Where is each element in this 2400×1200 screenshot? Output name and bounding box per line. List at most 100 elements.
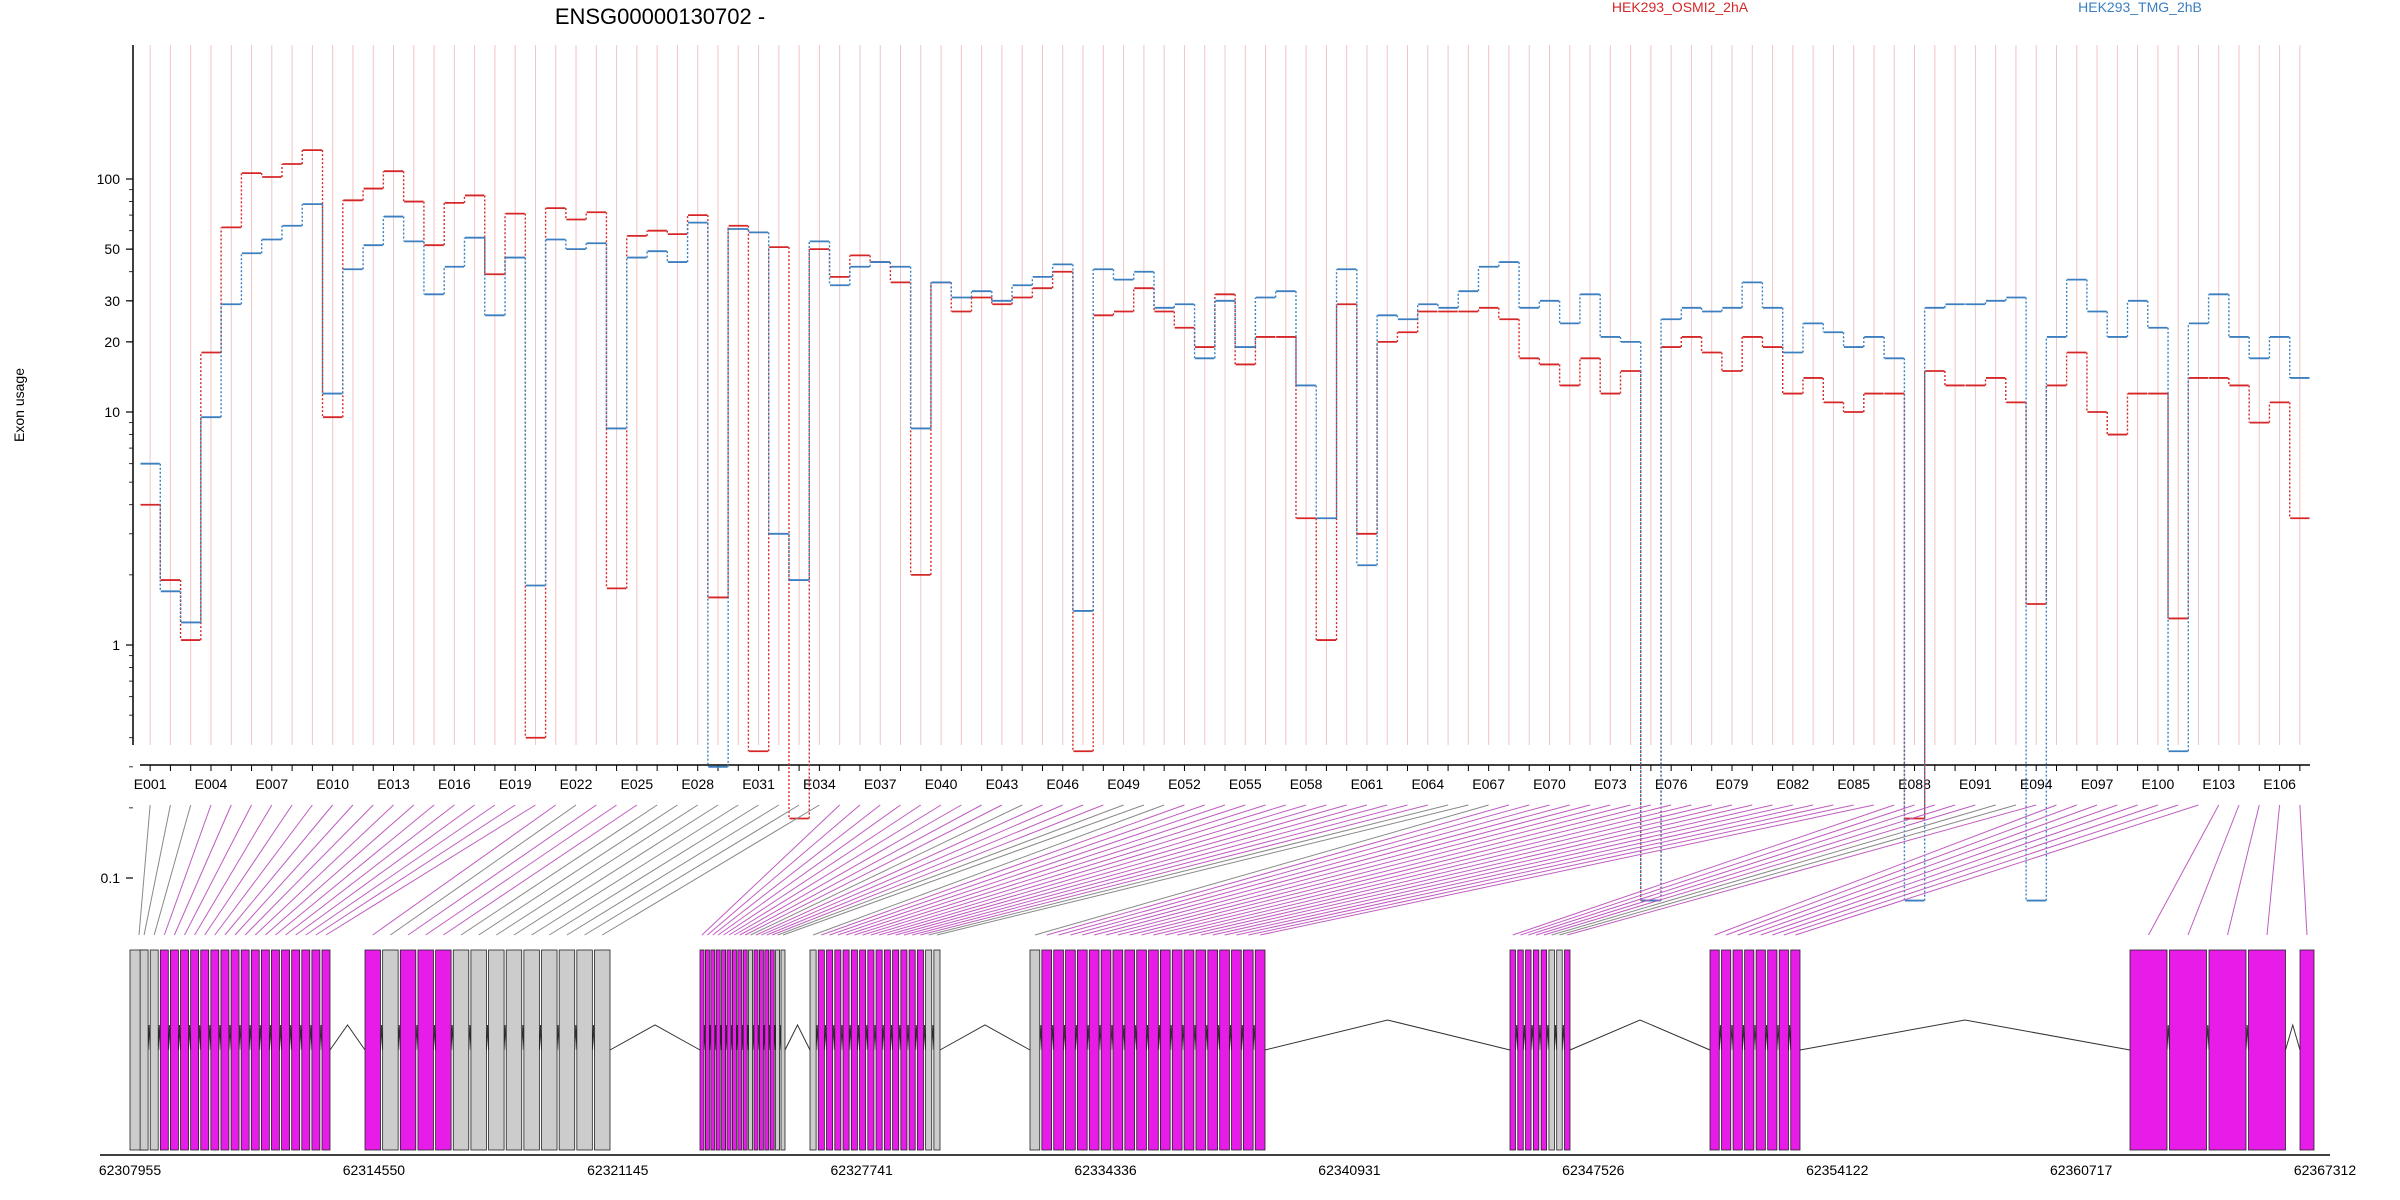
exon-block [291, 949, 301, 1151]
exon-connector [777, 804, 1124, 936]
exon-connector [845, 804, 1246, 936]
exon-block [1053, 949, 1064, 1151]
exon-connector [1737, 804, 2098, 936]
exon-connector [912, 804, 1408, 936]
intron-line [2245, 1024, 2249, 1051]
exon-block [900, 949, 908, 1151]
exon-connector [829, 804, 1205, 936]
x-tick-label: E079 [1716, 776, 1749, 792]
coordinate-label: 62334336 [1074, 1162, 1137, 1178]
exon-block [759, 949, 764, 1151]
exon-connector [821, 804, 1185, 936]
x-tick-label: E064 [1411, 776, 1444, 792]
exon-block [1532, 949, 1540, 1151]
intron-line [784, 1023, 811, 1051]
chart-title: ENSG00000130702 - [555, 4, 765, 29]
x-tick-label: E067 [1472, 776, 1505, 792]
coordinate-label: 62321145 [587, 1162, 648, 1178]
exon-block [1112, 949, 1124, 1151]
exon-block [1732, 949, 1743, 1151]
coordinate-label: 62307955 [99, 1162, 162, 1178]
exon-connector [903, 804, 1388, 936]
x-tick-label: E040 [925, 776, 958, 792]
exon-block [523, 949, 540, 1151]
exon-block [933, 949, 941, 1151]
exon-block [1242, 949, 1254, 1151]
x-tick-label: E010 [316, 776, 349, 792]
exon-connector [138, 804, 151, 936]
exon-connector [143, 804, 171, 936]
exon-block [780, 949, 786, 1151]
exon-block [1790, 949, 1801, 1151]
exon-connector [244, 804, 374, 936]
x-tick-label: E052 [1168, 776, 1201, 792]
exon-block [2169, 949, 2207, 1151]
exon-block [1171, 949, 1183, 1151]
exon-block [230, 949, 240, 1151]
exon-block [1721, 949, 1732, 1151]
exon-connector [153, 804, 192, 936]
exon-connector [2227, 804, 2260, 936]
y-tick-label: 50 [104, 241, 120, 257]
exon-block [200, 949, 210, 1151]
exon-connector [513, 804, 719, 936]
exon-connector [2187, 804, 2240, 936]
exon-block [470, 949, 487, 1151]
exon-block [705, 949, 710, 1151]
exon-connector [315, 804, 516, 936]
exon-block [883, 949, 891, 1151]
exon-connector [717, 804, 901, 936]
exon-connector [1094, 804, 1591, 936]
exon-block [220, 949, 230, 1151]
exon-block [1564, 949, 1571, 1151]
x-tick-label: E037 [864, 776, 897, 792]
x-tick-label: E100 [2142, 776, 2175, 792]
exon-block [775, 949, 780, 1151]
x-tick-label: E076 [1655, 776, 1688, 792]
exon-connector [1046, 804, 1510, 936]
exon-connector [712, 804, 881, 936]
exon-connector [1034, 804, 1489, 936]
exon-block [260, 949, 270, 1151]
exon-block [1556, 949, 1563, 1151]
exon-block [859, 949, 867, 1151]
exon-block [875, 949, 883, 1151]
series-2 [140, 203, 2310, 902]
exon-block [281, 949, 290, 1151]
x-tick-label: E007 [255, 776, 288, 792]
exon-block [732, 949, 737, 1151]
x-tick-label: E085 [1837, 776, 1870, 792]
exon-block [417, 949, 434, 1151]
series-lines [140, 149, 2310, 902]
exon-connector [766, 804, 1084, 936]
exon-block [435, 949, 452, 1151]
exon-block [1207, 949, 1218, 1151]
exon-block [726, 949, 732, 1151]
exon-block [1254, 949, 1266, 1151]
exon-block [505, 949, 523, 1151]
exon-connector [2148, 804, 2220, 936]
exon-block [2129, 949, 2168, 1151]
exon-block [301, 949, 311, 1151]
exon-block [1195, 949, 1207, 1151]
exon-connector [1551, 804, 1996, 936]
exon-block [541, 949, 558, 1151]
x-tick-label: E055 [1229, 776, 1262, 792]
exon-connector [1567, 804, 2037, 936]
exon-block [742, 949, 748, 1151]
exon-block [210, 949, 220, 1151]
exon-connector [372, 804, 557, 936]
exon-connector [214, 804, 313, 936]
x-tick-label: E058 [1290, 776, 1323, 792]
exon-connector [443, 804, 638, 936]
x-tick-label: E103 [2202, 776, 2235, 792]
exon-block [769, 949, 775, 1151]
x-tick-label: E082 [1776, 776, 1809, 792]
exon-connector [870, 804, 1307, 936]
exon-connector [750, 804, 1023, 936]
exon-connector [478, 804, 678, 936]
intron-line [1264, 1019, 1511, 1051]
x-tick-label: E061 [1351, 776, 1384, 792]
coordinate-label: 62367312 [2294, 1162, 2357, 1178]
exon-connector [1783, 804, 2179, 936]
